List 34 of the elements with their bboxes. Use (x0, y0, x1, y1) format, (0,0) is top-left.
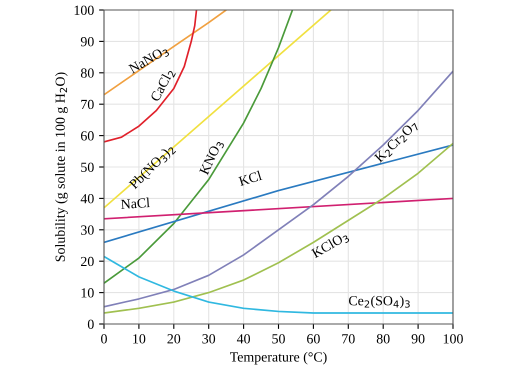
y-tick-label: 100 (74, 6, 94, 15)
x-tick-label: 40 (236, 334, 250, 344)
line-series (104, 10, 198, 143)
series-label: NaCl (120, 197, 150, 210)
y-tick-label: 70 (81, 100, 94, 110)
x-tick-label: 80 (376, 334, 390, 344)
x-tick-label: 50 (272, 334, 285, 344)
x-tick-label: 0 (101, 334, 107, 344)
text: CaCl$_{2}$ (150, 68, 176, 104)
y-axis-title: Solubility (g solute in 100 g H$_{2}$O) (55, 72, 68, 262)
text: K$_{2}$Cr$_{2}$O$_{7}$ (374, 120, 420, 164)
y-tick-label: 30 (81, 225, 94, 235)
series-label: Ce$_{2}$(SO$_{4}$)$_{3}$ (348, 296, 410, 308)
x-tick-label: 20 (167, 334, 180, 344)
x-tick-label: 90 (412, 334, 425, 344)
y-tick-label: 40 (80, 194, 94, 204)
text: KNO$_{3}$ (199, 139, 225, 176)
text: KCl (238, 170, 262, 186)
y-tick-label: 80 (80, 68, 94, 78)
x-tick-label: 10 (133, 334, 146, 344)
y-tick-label: 60 (80, 131, 94, 141)
text: Pb(NO$_{3}$)$_{2}$ (128, 143, 177, 192)
y-tick-label: 10 (82, 288, 94, 298)
y-tick-label: 90 (80, 36, 94, 46)
y-tick-label: 20 (81, 256, 94, 266)
x-tick-label: 70 (342, 334, 355, 344)
x-tick-label: 60 (307, 334, 320, 344)
text: KClO$_{3}$ (310, 230, 350, 260)
y-tick-label: 50 (81, 162, 94, 172)
x-axis-title: Temperature (°C) (230, 352, 327, 364)
line-series (104, 10, 294, 284)
y-tick-label: 0 (88, 320, 94, 329)
x-tick-label: 100 (444, 334, 463, 344)
x-tick-label: 30 (202, 334, 216, 344)
